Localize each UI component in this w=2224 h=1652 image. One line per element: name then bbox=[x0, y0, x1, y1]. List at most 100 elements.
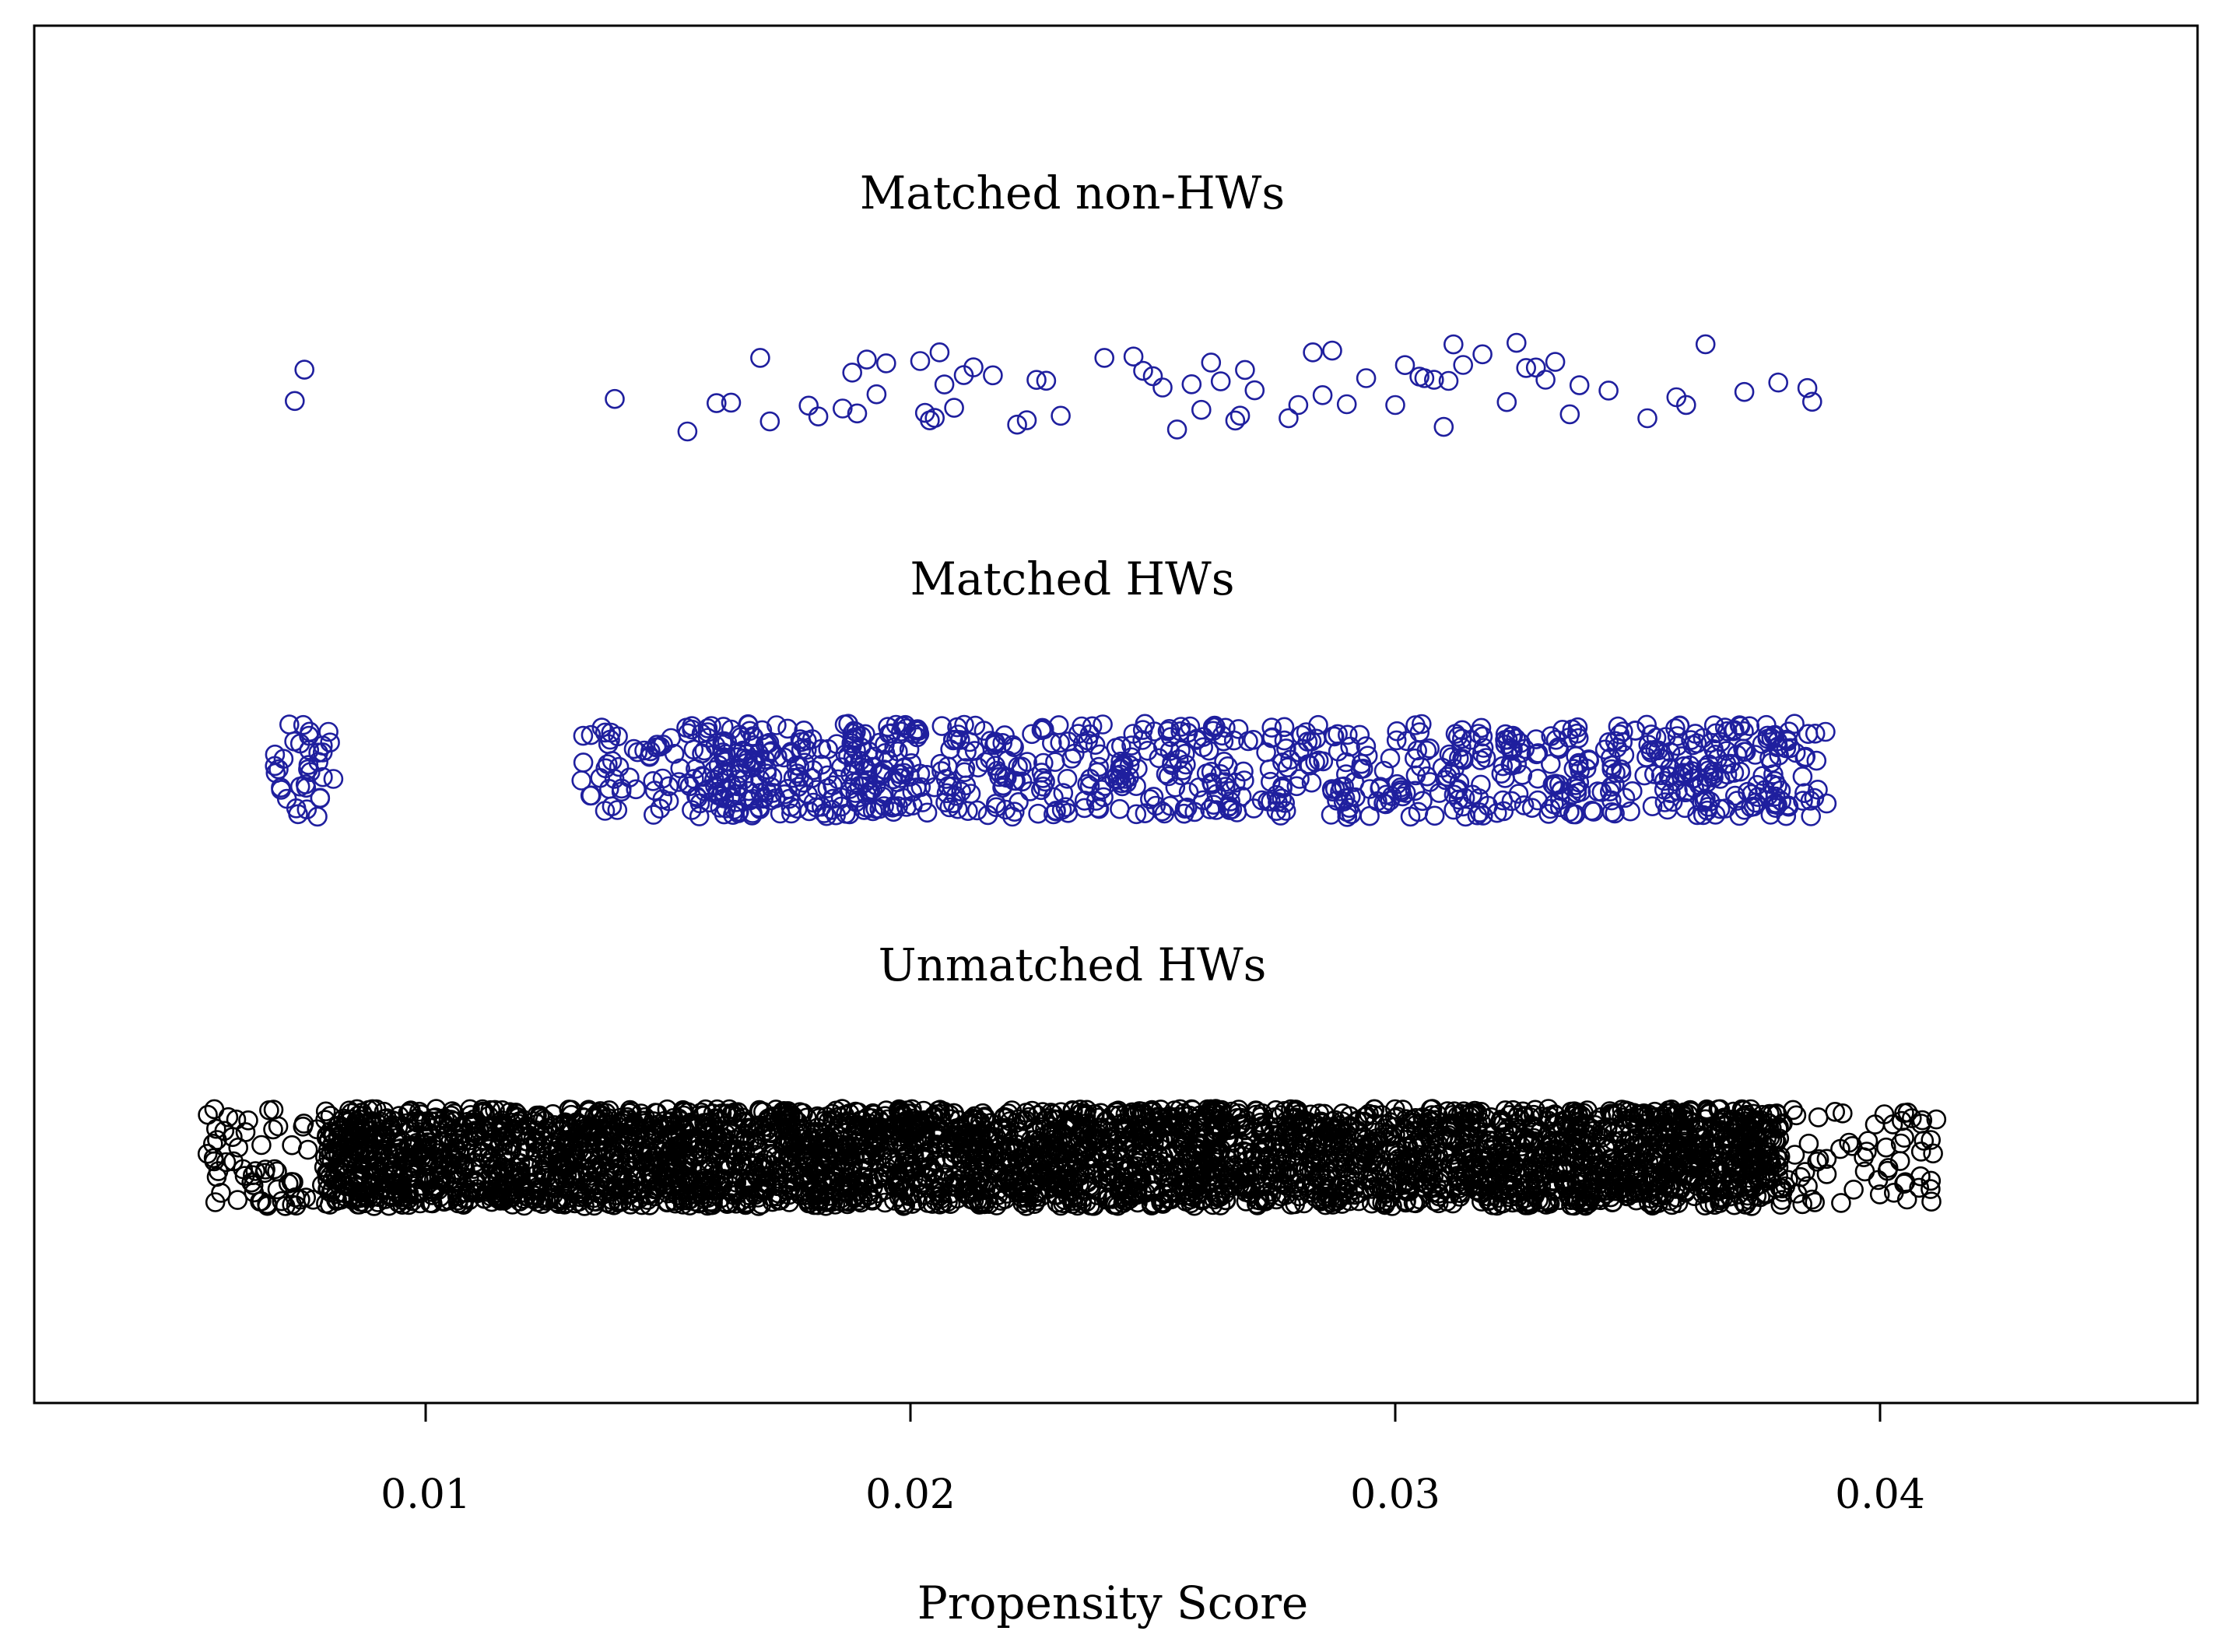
data-point-matched-hws bbox=[1815, 721, 1836, 742]
data-point-unmatched-hws bbox=[1740, 1117, 1760, 1138]
data-point-matched-hws bbox=[1696, 788, 1716, 809]
data-point-unmatched-hws bbox=[1472, 1191, 1492, 1212]
data-point-unmatched-hws bbox=[1086, 1152, 1107, 1173]
data-point-matched-non-hws bbox=[1210, 371, 1231, 391]
data-point-matched-hws bbox=[1792, 766, 1813, 787]
data-point-matched-non-hws bbox=[706, 393, 727, 413]
data-point-unmatched-hws bbox=[879, 1118, 899, 1139]
data-point-unmatched-hws bbox=[1869, 1184, 1890, 1205]
data-point-unmatched-hws bbox=[1380, 1187, 1401, 1208]
data-point-matched-hws bbox=[1794, 783, 1815, 804]
data-point-matched-hws bbox=[1741, 797, 1761, 817]
data-point-matched-hws bbox=[935, 792, 956, 812]
data-point-matched-non-hws bbox=[963, 357, 984, 377]
data-point-matched-hws bbox=[1765, 786, 1786, 807]
data-point-matched-hws bbox=[300, 762, 321, 783]
data-point-unmatched-hws bbox=[725, 1152, 746, 1173]
data-point-matched-hws bbox=[1272, 752, 1293, 773]
data-point-unmatched-hws bbox=[504, 1173, 524, 1194]
data-point-matched-hws bbox=[1683, 768, 1704, 789]
data-point-matched-non-hws bbox=[929, 342, 950, 363]
data-point-matched-hws bbox=[874, 796, 894, 816]
data-point-matched-hws bbox=[1660, 742, 1681, 763]
data-point-matched-hws bbox=[1274, 717, 1295, 738]
data-point-unmatched-hws bbox=[656, 1152, 676, 1173]
data-point-unmatched-hws bbox=[1173, 1136, 1194, 1156]
data-point-unmatched-hws bbox=[328, 1135, 349, 1156]
data-point-matched-hws bbox=[1051, 800, 1072, 820]
data-point-unmatched-hws bbox=[1710, 1180, 1730, 1201]
data-point-matched-hws bbox=[1349, 724, 1370, 745]
data-point-unmatched-hws bbox=[1160, 1188, 1180, 1209]
data-point-unmatched-hws bbox=[216, 1152, 237, 1173]
data-point-unmatched-hws bbox=[1040, 1103, 1061, 1123]
data-point-matched-non-hws bbox=[1288, 395, 1309, 416]
data-point-unmatched-hws bbox=[809, 1129, 830, 1149]
data-point-unmatched-hws bbox=[1750, 1187, 1770, 1208]
data-point-unmatched-hws bbox=[840, 1146, 861, 1167]
data-point-matched-hws bbox=[1275, 801, 1296, 821]
data-point-matched-hws bbox=[627, 742, 648, 763]
data-point-unmatched-hws bbox=[560, 1166, 581, 1186]
data-point-unmatched-hws bbox=[363, 1132, 384, 1153]
data-point-unmatched-hws bbox=[574, 1187, 595, 1207]
data-point-unmatched-hws bbox=[1710, 1120, 1731, 1140]
data-point-matched-hws bbox=[1501, 791, 1522, 812]
data-point-matched-hws bbox=[1159, 718, 1180, 739]
data-point-matched-hws bbox=[1724, 763, 1745, 783]
data-point-unmatched-hws bbox=[809, 1107, 830, 1128]
data-point-unmatched-hws bbox=[1328, 1147, 1349, 1167]
data-point-matched-hws bbox=[1215, 717, 1236, 738]
data-point-matched-hws bbox=[1449, 772, 1470, 793]
data-point-unmatched-hws bbox=[935, 1153, 955, 1174]
data-point-matched-non-hws bbox=[1507, 332, 1527, 353]
data-point-unmatched-hws bbox=[1397, 1180, 1418, 1200]
data-point-matched-non-hws bbox=[1356, 368, 1377, 388]
data-point-unmatched-hws bbox=[1090, 1103, 1111, 1124]
data-point-unmatched-hws bbox=[778, 1184, 799, 1205]
data-point-matched-hws bbox=[1770, 780, 1791, 801]
data-point-matched-hws bbox=[1238, 731, 1258, 752]
data-point-unmatched-hws bbox=[942, 1147, 962, 1168]
data-point-matched-non-hws bbox=[1181, 374, 1202, 395]
data-point-unmatched-hws bbox=[778, 1169, 798, 1190]
data-point-unmatched-hws bbox=[1337, 1170, 1358, 1191]
data-point-unmatched-hws bbox=[342, 1190, 363, 1210]
data-point-matched-hws bbox=[1565, 804, 1586, 825]
data-point-matched-non-hws bbox=[1007, 414, 1027, 435]
data-point-unmatched-hws bbox=[599, 1121, 619, 1142]
data-point-unmatched-hws bbox=[1011, 1175, 1031, 1196]
data-point-matched-hws bbox=[1611, 759, 1631, 780]
data-point-matched-hws bbox=[1601, 759, 1622, 780]
data-point-unmatched-hws bbox=[1726, 1157, 1747, 1177]
data-point-unmatched-hws bbox=[1646, 1170, 1666, 1191]
data-point-unmatched-hws bbox=[267, 1179, 288, 1200]
data-point-matched-hws bbox=[1545, 729, 1566, 750]
data-point-unmatched-hws bbox=[392, 1184, 413, 1204]
data-point-matched-hws bbox=[1261, 771, 1281, 792]
data-point-unmatched-hws bbox=[1219, 1177, 1240, 1198]
data-point-matched-hws bbox=[1228, 719, 1249, 739]
data-point-matched-non-hws bbox=[798, 395, 819, 416]
data-point-unmatched-hws bbox=[1389, 1156, 1409, 1177]
data-point-matched-hws bbox=[1140, 789, 1160, 809]
data-point-unmatched-hws bbox=[233, 1159, 254, 1180]
data-point-unmatched-hws bbox=[1169, 1157, 1189, 1177]
data-point-unmatched-hws bbox=[1710, 1193, 1730, 1213]
data-point-unmatched-hws bbox=[1739, 1180, 1759, 1201]
data-point-matched-non-hws bbox=[1201, 352, 1222, 373]
data-point-unmatched-hws bbox=[1230, 1160, 1251, 1181]
data-point-matched-hws bbox=[1600, 781, 1620, 802]
data-point-unmatched-hws bbox=[862, 1189, 883, 1210]
data-point-unmatched-hws bbox=[736, 1194, 756, 1215]
data-point-unmatched-hws bbox=[1356, 1156, 1377, 1177]
data-point-matched-hws bbox=[1570, 781, 1591, 802]
data-point-matched-hws bbox=[990, 763, 1011, 784]
data-point-unmatched-hws bbox=[1794, 1162, 1815, 1182]
data-point-unmatched-hws bbox=[1868, 1170, 1889, 1191]
data-point-matched-hws bbox=[1218, 756, 1238, 777]
data-point-unmatched-hws bbox=[1025, 1171, 1045, 1191]
data-point-matched-hws bbox=[1526, 729, 1546, 749]
data-point-unmatched-hws bbox=[926, 1135, 947, 1155]
data-point-unmatched-hws bbox=[710, 1138, 731, 1159]
